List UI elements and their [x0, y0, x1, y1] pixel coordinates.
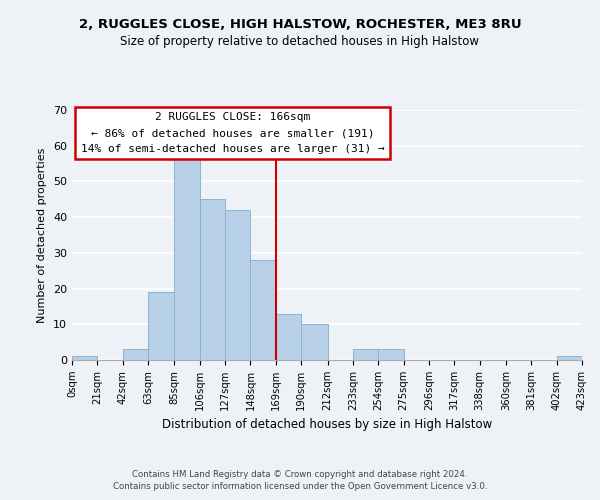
- Bar: [148, 292, 175, 360]
- Bar: [276, 314, 301, 360]
- Text: Contains HM Land Registry data © Crown copyright and database right 2024.: Contains HM Land Registry data © Crown c…: [132, 470, 468, 479]
- Bar: [250, 260, 276, 360]
- Bar: [225, 210, 250, 360]
- Text: 2, RUGGLES CLOSE, HIGH HALSTOW, ROCHESTER, ME3 8RU: 2, RUGGLES CLOSE, HIGH HALSTOW, ROCHESTE…: [79, 18, 521, 30]
- Text: Contains public sector information licensed under the Open Government Licence v3: Contains public sector information licen…: [113, 482, 487, 491]
- Bar: [353, 350, 378, 360]
- Text: 2 RUGGLES CLOSE: 166sqm
← 86% of detached houses are smaller (191)
14% of semi-d: 2 RUGGLES CLOSE: 166sqm ← 86% of detache…: [81, 112, 385, 154]
- Bar: [122, 350, 148, 360]
- X-axis label: Distribution of detached houses by size in High Halstow: Distribution of detached houses by size …: [162, 418, 492, 432]
- Text: Size of property relative to detached houses in High Halstow: Size of property relative to detached ho…: [121, 35, 479, 48]
- Bar: [200, 200, 225, 360]
- Y-axis label: Number of detached properties: Number of detached properties: [37, 148, 47, 322]
- Bar: [301, 324, 328, 360]
- Bar: [72, 356, 97, 360]
- Bar: [378, 350, 404, 360]
- Bar: [175, 153, 200, 360]
- Bar: [557, 356, 582, 360]
